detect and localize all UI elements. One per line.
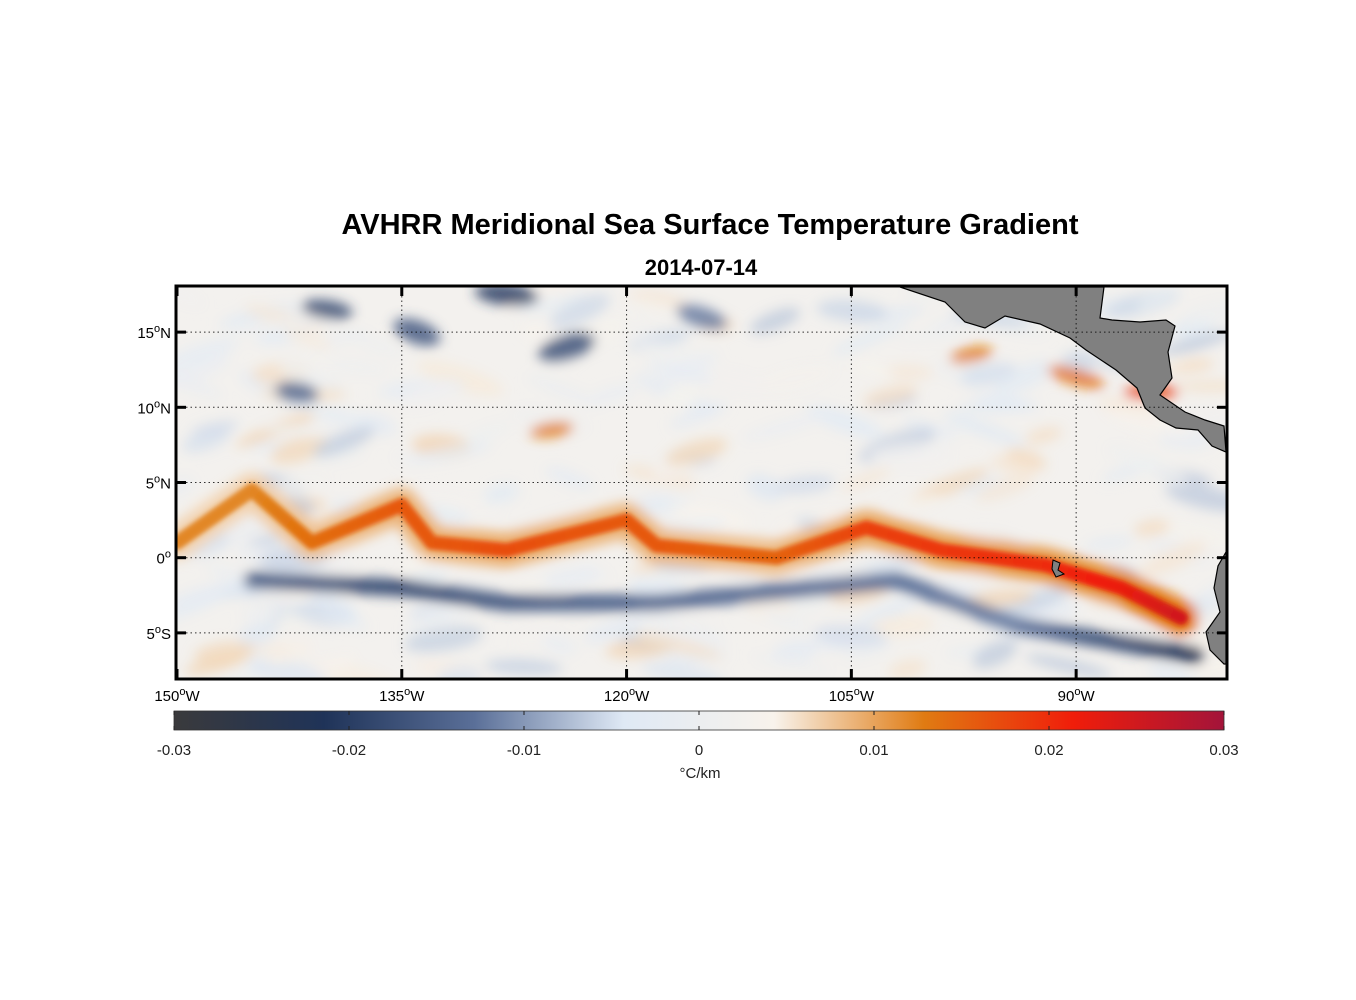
x-tick-label-120W: 120oW — [604, 686, 650, 705]
x-tick-label-150W: 150oW — [154, 686, 200, 705]
colorbar-tick-label: 0.03 — [1209, 742, 1238, 759]
x-tick-labels: 150oW 135oW 120oW 105oW 90oW — [154, 686, 1095, 705]
land-south-america — [1205, 550, 1226, 665]
x-tick-label-135W: 135oW — [379, 686, 425, 705]
grid-lines — [177, 287, 1226, 678]
y-tick-label-10N: 10oN — [137, 398, 171, 417]
y-tick-label-5S: 5oS — [147, 624, 171, 643]
colorbar-tick-label: 0 — [695, 742, 703, 759]
colorbar-tick-label: -0.01 — [507, 742, 541, 759]
y-tick-label-15N: 15oN — [137, 323, 171, 342]
colorbar: -0.03 -0.02 -0.01 0 0.01 0.02 0.03 °C/km — [157, 710, 1239, 782]
y-tick-label-5N: 5oN — [146, 474, 171, 493]
colorbar-ticks: -0.03 -0.02 -0.01 0 0.01 0.02 0.03 — [157, 711, 1239, 759]
x-tick-label-105W: 105oW — [829, 686, 875, 705]
colorbar-tick-label: -0.02 — [332, 742, 366, 759]
colorbar-tick-label: 0.01 — [859, 742, 888, 759]
land-galapagos — [1051, 559, 1066, 578]
x-tick-label-90W: 90oW — [1058, 686, 1096, 705]
colorbar-label: °C/km — [680, 765, 721, 782]
y-tick-label-0: 0o — [157, 549, 171, 568]
axis-ticks — [175, 287, 1226, 678]
y-tick-labels: 15oN 10oN 5oN 0o 5oS — [137, 323, 171, 643]
land-central-america — [899, 287, 1226, 453]
map-frame — [174, 284, 1229, 681]
colorbar-tick-label: -0.03 — [157, 742, 191, 759]
chart-title: AVHRR Meridional Sea Surface Temperature… — [341, 209, 1078, 241]
gradient-field — [177, 287, 1226, 678]
map-panel — [177, 287, 1226, 678]
land-mask — [899, 287, 1226, 665]
chart-subtitle: 2014-07-14 — [645, 255, 758, 280]
colorbar-tick-label: 0.02 — [1034, 742, 1063, 759]
